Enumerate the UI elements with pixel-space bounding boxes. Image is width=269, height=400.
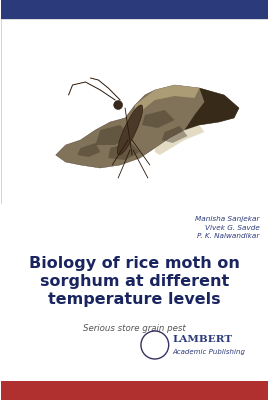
Polygon shape (155, 125, 204, 155)
Bar (1, 204, 268, 381)
Polygon shape (185, 88, 239, 130)
Polygon shape (162, 126, 187, 143)
Polygon shape (95, 125, 130, 145)
Polygon shape (135, 85, 199, 112)
Text: Manisha Sanjekar
Vivek G. Savde
P. K. Nalwandikar: Manisha Sanjekar Vivek G. Savde P. K. Na… (195, 216, 260, 239)
Text: Serious store grain pest: Serious store grain pest (83, 324, 186, 333)
Bar (1, 381, 268, 400)
Ellipse shape (114, 100, 123, 110)
Text: Academic Publishing: Academic Publishing (173, 349, 246, 355)
Bar (1, 19, 268, 204)
Polygon shape (142, 110, 175, 128)
Polygon shape (56, 85, 239, 168)
Polygon shape (108, 142, 140, 160)
Polygon shape (77, 143, 100, 157)
Bar (1, 0, 268, 19)
Text: LAP: LAP (148, 340, 162, 346)
Circle shape (141, 331, 169, 359)
Ellipse shape (117, 105, 143, 155)
Text: LAMBERT: LAMBERT (173, 336, 233, 344)
Text: Biology of rice moth on
sorghum at different
temperature levels: Biology of rice moth on sorghum at diffe… (29, 256, 240, 307)
